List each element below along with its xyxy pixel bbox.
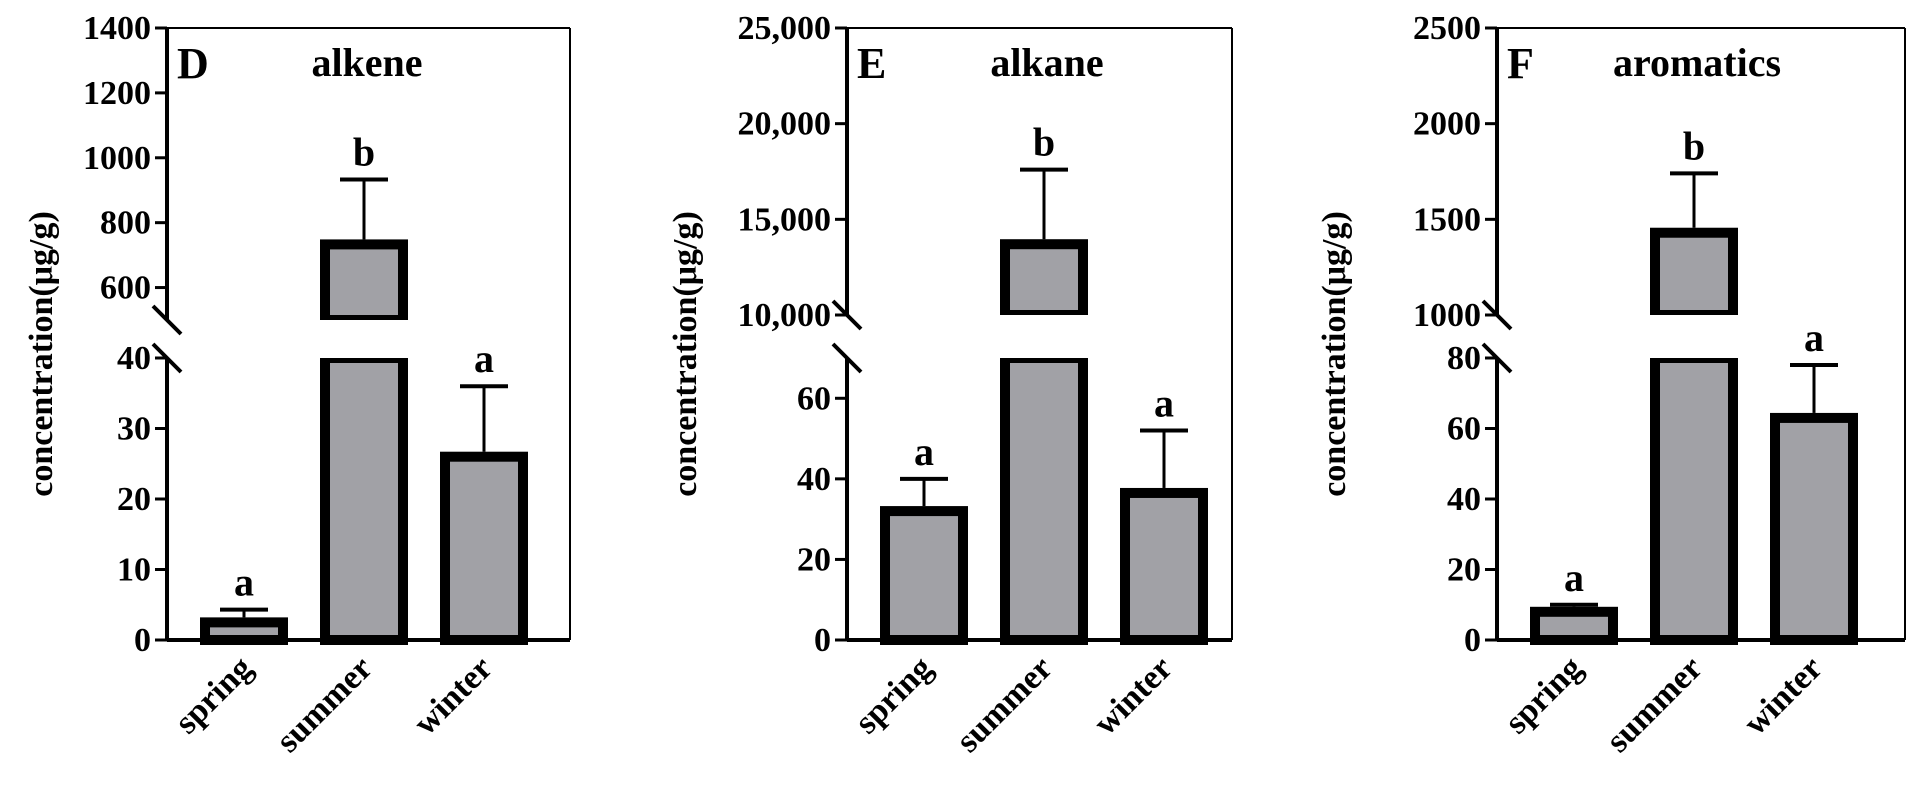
x-tick-label: winter: [1087, 649, 1180, 742]
bar-rect: [880, 506, 968, 646]
y-tick-label: 15,000: [738, 201, 832, 238]
axis-break-mark: [831, 342, 863, 374]
y-tick-label: 60: [797, 380, 831, 417]
y-tick-label: 25,000: [738, 10, 832, 47]
bar-summer: b: [997, 120, 1091, 645]
bar-segment-lower: [1650, 353, 1738, 645]
significance-label: a: [1154, 381, 1174, 426]
x-tick-label: summer: [1599, 649, 1709, 759]
y-tick-label: 40: [797, 461, 831, 498]
y-tick-label: 0: [814, 622, 831, 659]
bar-winter: a: [440, 336, 528, 646]
bar-winter: a: [1120, 381, 1208, 646]
bar-rect: [1120, 487, 1208, 646]
chart-panel-f: 0 20 40 60 80 1000 1500 2000 2500 concentration(μ…: [1316, 10, 1906, 760]
y-axis-label: concentration(μg/g): [667, 211, 704, 497]
x-tick-label: spring: [168, 649, 260, 741]
significance-label: a: [234, 560, 254, 605]
bar-segment-lower: [1000, 353, 1088, 645]
significance-label: a: [1564, 555, 1584, 600]
significance-label: b: [353, 130, 375, 175]
y-axis-label: concentration(μg/g): [23, 211, 60, 497]
bar-spring: a: [880, 429, 968, 646]
y-tick-label: 800: [100, 205, 151, 242]
y-tick-label: 600: [100, 270, 151, 307]
chart-panel-d: 0 10 20 30 40 600 800 1000 1200 1400 concentration…: [23, 10, 571, 760]
y-tick-label: 2000: [1413, 106, 1481, 143]
bar-summer: b: [317, 130, 411, 645]
y-tick-label: 30: [117, 411, 151, 448]
y-tick-label: 1400: [83, 10, 151, 47]
y-tick-label: 20: [1447, 552, 1481, 589]
x-tick-label: summer: [269, 649, 379, 759]
y-tick-label: 80: [1447, 340, 1481, 377]
panel-title: alkene: [311, 40, 422, 85]
y-axis-label: concentration(μg/g): [1316, 211, 1353, 497]
panel-title: alkane: [990, 40, 1103, 85]
significance-label: a: [1804, 315, 1824, 360]
panel-letter: D: [177, 39, 209, 88]
y-tick-label: 1200: [83, 75, 151, 112]
significance-label: b: [1683, 123, 1705, 168]
bar-rect: [440, 451, 528, 646]
significance-label: a: [914, 429, 934, 474]
y-tick-label: 0: [1464, 622, 1481, 659]
bar-segment-upper: [1650, 227, 1738, 320]
y-tick-label: 60: [1447, 411, 1481, 448]
bar-break-gap: [317, 320, 411, 358]
bar-segment-lower: [320, 353, 408, 645]
y-tick-label: 1000: [83, 140, 151, 177]
significance-label: b: [1033, 120, 1055, 165]
bar-segment-upper: [1000, 239, 1088, 320]
y-tick-label: 0: [134, 622, 151, 659]
axis-break-mark: [151, 304, 183, 336]
bar-summer: b: [1647, 123, 1741, 645]
x-tick-label: spring: [1498, 649, 1590, 741]
y-tick-label: 40: [117, 340, 151, 377]
bar-rect: [200, 617, 288, 645]
y-tick-label: 20: [117, 481, 151, 518]
chart-panel-e: 0 20 40 60 10,000 15,000 20,000 25,000 concentra…: [667, 10, 1233, 760]
x-tick-label: spring: [848, 649, 940, 741]
y-tick-label: 2500: [1413, 10, 1481, 47]
x-tick-label: winter: [1737, 649, 1830, 742]
bar-spring: a: [200, 560, 288, 645]
bar-break-gap: [997, 315, 1091, 358]
y-tick-label: 10,000: [738, 297, 832, 334]
y-tick-label: 1500: [1413, 201, 1481, 238]
bar-rect: [1530, 606, 1618, 645]
y-tick-label: 20,000: [738, 106, 832, 143]
panel-letter: E: [857, 39, 886, 88]
y-tick-label: 40: [1447, 481, 1481, 518]
panel-letter: F: [1507, 39, 1534, 88]
x-tick-label: summer: [949, 649, 1059, 759]
significance-label: a: [474, 336, 494, 381]
x-tick-label: winter: [407, 649, 500, 742]
bar-spring: a: [1530, 555, 1618, 645]
bar-rect: [1770, 412, 1858, 645]
panel-title: aromatics: [1613, 40, 1781, 85]
y-tick-label: 20: [797, 541, 831, 578]
bar-winter: a: [1770, 315, 1858, 645]
y-tick-label: 1000: [1413, 297, 1481, 334]
bar-break-gap: [1647, 315, 1741, 358]
y-tick-label: 10: [117, 552, 151, 589]
bar-segment-upper: [320, 239, 408, 326]
